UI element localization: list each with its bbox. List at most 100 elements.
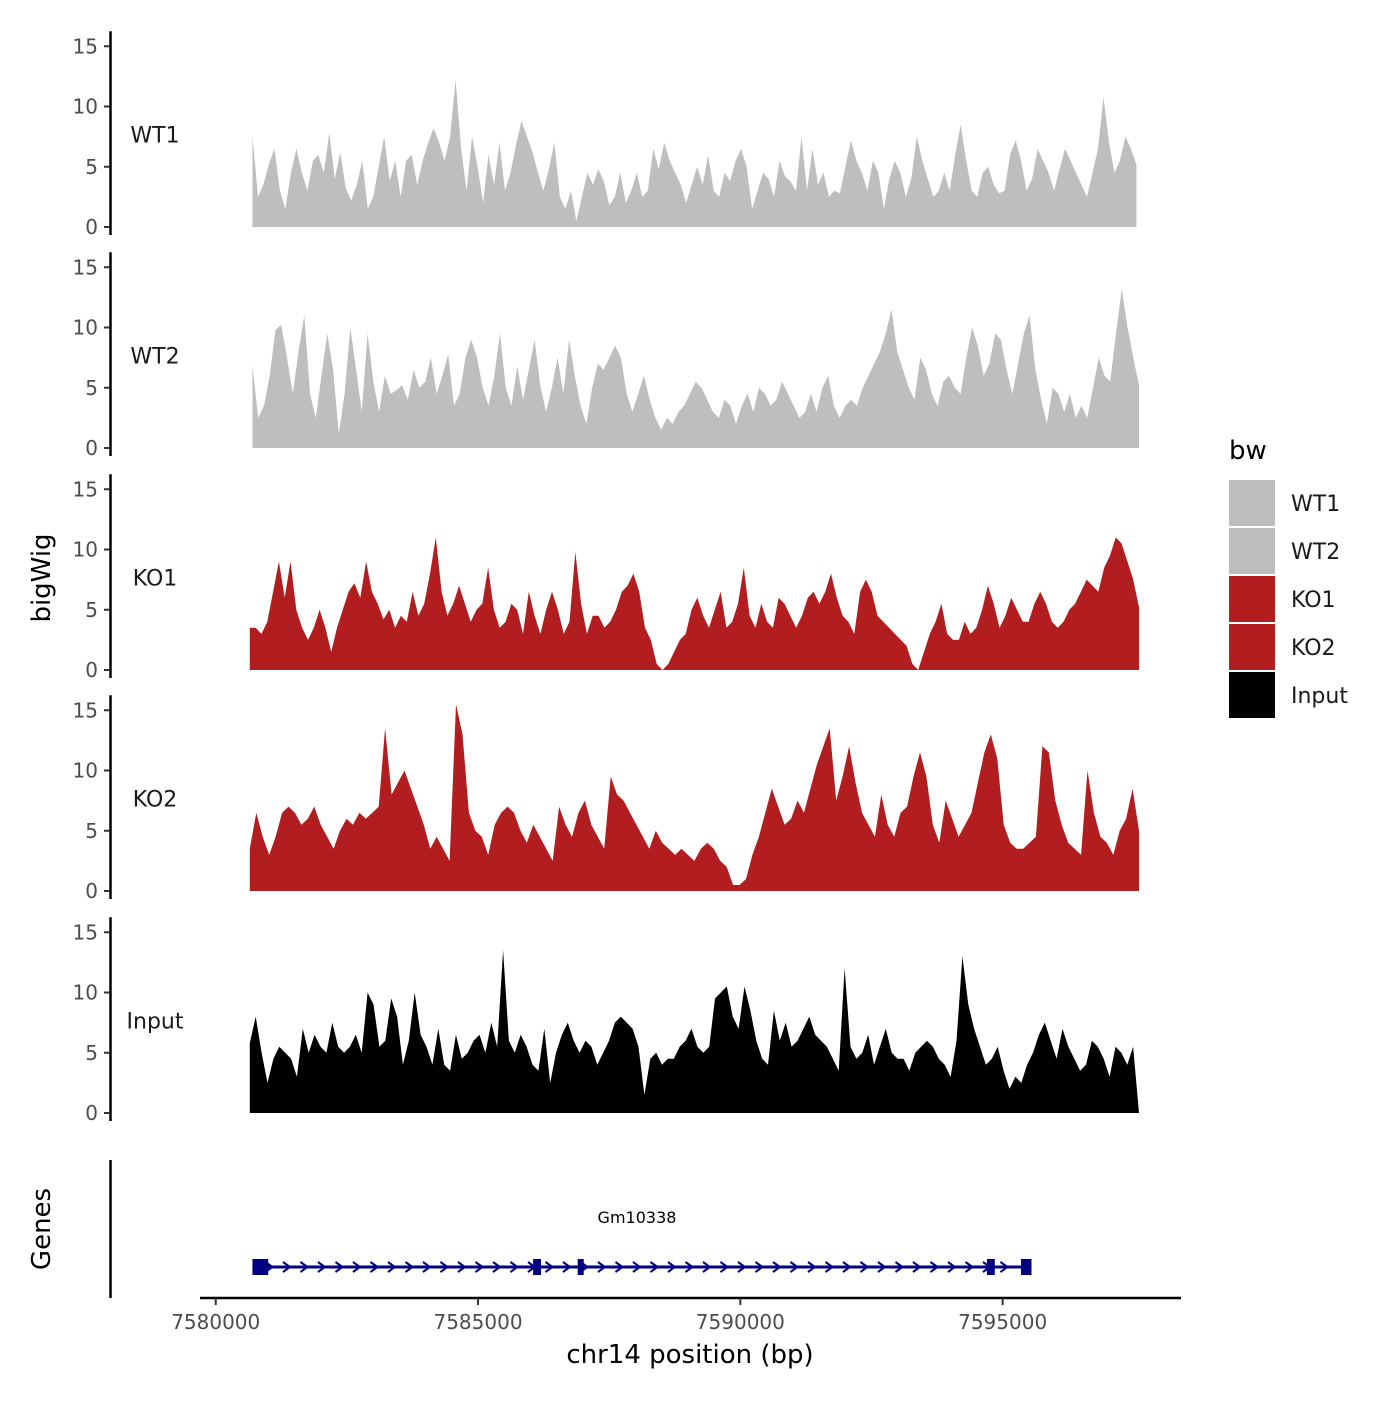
gene-exon <box>986 1259 995 1275</box>
track-label: Input <box>127 1010 184 1035</box>
coverage-area-ko1 <box>249 537 1140 670</box>
y-tick-label: 0 <box>85 215 98 239</box>
genes-panel: Gm10338 <box>109 1160 1032 1298</box>
track-label: WT2 <box>130 345 179 370</box>
genes-axis-title: Genes <box>27 1188 57 1270</box>
strand-arrow <box>562 1261 572 1273</box>
y-tick-label: 0 <box>85 1101 98 1125</box>
y-tick-label: 10 <box>73 981 98 1005</box>
strand-arrow <box>264 1261 275 1273</box>
strand-arrow <box>387 1261 397 1273</box>
strand-arrow <box>964 1261 975 1273</box>
y-tick-label: 5 <box>85 819 98 843</box>
legend-key-ko1 <box>1229 576 1275 622</box>
y-tick-label: 5 <box>85 598 98 622</box>
y-tick-label: 15 <box>73 34 98 58</box>
x-tick-label: 7595000 <box>958 1310 1047 1334</box>
strand-arrow <box>439 1261 450 1273</box>
strand-arrow <box>789 1261 800 1273</box>
y-tick-label: 5 <box>85 1041 98 1065</box>
strand-arrow <box>982 1261 992 1273</box>
coverage-area-input <box>249 950 1140 1113</box>
legend-label-wt2: WT2 <box>1291 540 1340 565</box>
y-tick-label: 5 <box>85 376 98 400</box>
strand-arrow <box>737 1261 747 1273</box>
x-tick-label: 7585000 <box>433 1310 522 1334</box>
x-tick-label: 7590000 <box>696 1310 785 1334</box>
y-tick-label: 10 <box>73 316 98 340</box>
strand-arrow <box>509 1261 520 1273</box>
y-tick-label: 10 <box>73 538 98 562</box>
track-ko1: 0 5 10 15 KO1 <box>73 474 1140 682</box>
legend-label-input: Input <box>1291 684 1348 709</box>
y-tick-label: 15 <box>73 255 98 279</box>
strand-arrow <box>299 1261 310 1273</box>
gene-model: Gm10338 <box>252 1208 1032 1275</box>
y-tick-label: 15 <box>73 698 98 722</box>
strand-arrow <box>912 1261 922 1273</box>
strand-arrow <box>369 1261 380 1273</box>
x-axis-title: chr14 position (bp) <box>566 1340 813 1370</box>
strand-arrow <box>579 1261 590 1273</box>
strand-arrow <box>859 1261 870 1273</box>
track-label: KO1 <box>133 567 178 592</box>
track-wt1: 0 5 10 15 WT1 <box>73 31 1137 239</box>
legend-label-ko1: KO1 <box>1291 588 1336 613</box>
strand-arrow <box>929 1261 940 1273</box>
strand-arrow <box>754 1261 765 1273</box>
strand-arrow <box>649 1261 660 1273</box>
strand-arrow <box>457 1261 467 1273</box>
y-tick-label: 5 <box>85 155 98 179</box>
x-tick-label: 7580000 <box>171 1310 260 1334</box>
legend-label-wt1: WT1 <box>1291 492 1340 517</box>
strand-arrow <box>824 1261 835 1273</box>
strand-arrow <box>614 1261 625 1273</box>
strand-arrow <box>719 1261 730 1273</box>
track-input: 0 5 10 15 Input <box>73 917 1140 1125</box>
coverage-area-wt1 <box>252 80 1137 227</box>
x-axis: 7580000 7585000 7590000 7595000 <box>171 1296 1181 1334</box>
strand-arrow <box>352 1261 362 1273</box>
legend: bw WT1 WT2 KO1 KO2 Input <box>1229 436 1348 718</box>
strand-arrow <box>527 1261 537 1273</box>
strand-arrow <box>597 1261 607 1273</box>
strand-arrow <box>947 1261 957 1273</box>
gene-exon <box>533 1259 541 1275</box>
y-axis-title: bigWig <box>27 533 57 622</box>
legend-key-input <box>1229 672 1275 718</box>
y-tick-label: 0 <box>85 436 98 460</box>
strand-arrow <box>772 1261 782 1273</box>
strand-arrow <box>334 1261 345 1273</box>
gene-exon <box>1020 1259 1032 1275</box>
strand-arrow <box>807 1261 817 1273</box>
strand-arrow <box>282 1261 292 1273</box>
y-tick-label: 15 <box>73 920 98 944</box>
strand-arrow <box>667 1261 677 1273</box>
strand-arrow <box>492 1261 502 1273</box>
strand-arrow <box>684 1261 695 1273</box>
strand-arrow <box>702 1261 712 1273</box>
coverage-tracks: 0 5 10 15 WT1 0 5 10 15 WT2 0 5 10 15 KO1 0 5 10 15 KO2 0 5 10… <box>73 31 1140 1125</box>
gene-label: Gm10338 <box>598 1208 677 1227</box>
strand-arrow <box>474 1261 485 1273</box>
y-tick-label: 10 <box>73 759 98 783</box>
y-tick-label: 0 <box>85 658 98 682</box>
legend-title: bw <box>1229 436 1267 466</box>
track-ko2: 0 5 10 15 KO2 <box>73 695 1140 903</box>
strand-arrow <box>894 1261 905 1273</box>
legend-key-wt2 <box>1229 528 1275 574</box>
gene-exon <box>252 1259 269 1275</box>
legend-key-wt1 <box>1229 480 1275 526</box>
strand-arrow <box>422 1261 432 1273</box>
track-label: KO2 <box>133 788 178 813</box>
strand-arrow <box>404 1261 415 1273</box>
y-tick-label: 15 <box>73 477 98 501</box>
strand-arrow <box>632 1261 642 1273</box>
y-tick-label: 0 <box>85 879 98 903</box>
strand-arrow <box>842 1261 852 1273</box>
track-wt2: 0 5 10 15 WT2 <box>73 252 1139 460</box>
legend-key-ko2 <box>1229 624 1275 670</box>
strand-arrow <box>877 1261 887 1273</box>
